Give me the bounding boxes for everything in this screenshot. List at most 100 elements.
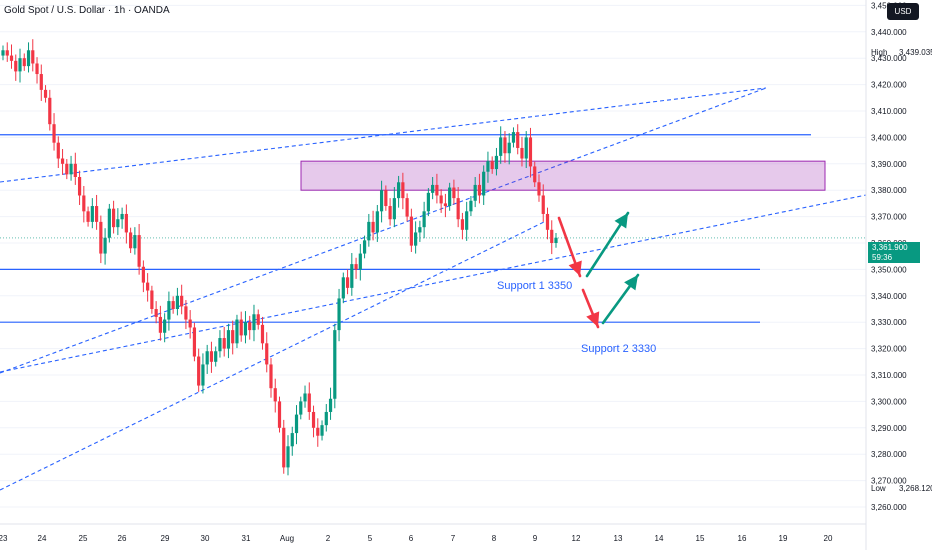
candle-body <box>171 301 175 309</box>
candle-body <box>516 132 520 148</box>
candle-body <box>129 232 133 249</box>
candle-body <box>435 184 439 196</box>
candle-body <box>180 295 184 307</box>
candle-body <box>226 330 231 349</box>
candle-body <box>43 89 48 98</box>
price-tick-label: 3,290.000 <box>871 424 907 433</box>
candle-body <box>82 195 86 212</box>
candle-body <box>273 388 277 402</box>
candle-body <box>252 314 256 331</box>
candle-body <box>77 177 82 196</box>
candle-body <box>277 401 282 428</box>
time-tick-label: 14 <box>655 534 664 543</box>
candle-body <box>307 393 311 412</box>
candle-body <box>26 50 31 67</box>
candle-body <box>511 132 516 143</box>
time-tick-label: 25 <box>79 534 88 543</box>
time-tick-label: 9 <box>533 534 538 543</box>
price-tick-label: 3,260.000 <box>871 503 907 512</box>
candle-body <box>541 195 545 214</box>
price-tick-label: 3,270.000 <box>871 477 907 486</box>
candle-body <box>358 253 362 270</box>
candle-body <box>503 137 507 154</box>
candle-body <box>231 330 235 344</box>
price-tick-label: 3,280.000 <box>871 450 907 459</box>
candle-body <box>465 211 469 230</box>
high-label: High <box>871 48 888 57</box>
candle-body <box>405 198 409 217</box>
time-axis[interactable]: 23 24 25 26 29 30 31 Aug 2 5 6 7 8 9 12 13 14 15 16 19 20 <box>0 534 833 543</box>
candle-body <box>371 221 375 233</box>
candle-body <box>107 208 111 238</box>
price-tick-label: 3,310.000 <box>871 371 907 380</box>
candle-body <box>550 229 554 243</box>
price-tick-label: 3,320.000 <box>871 345 907 354</box>
time-tick-label: 20 <box>824 534 833 543</box>
resistance-zone <box>300 160 826 191</box>
candle-body <box>320 425 324 436</box>
current-price-badge: 3,361.900 59:36 <box>868 242 920 263</box>
candle-body <box>52 124 56 143</box>
time-tick-label: 23 <box>0 534 8 543</box>
candle-body <box>269 364 273 389</box>
price-tick-label: 3,390.000 <box>871 160 907 169</box>
time-tick-label: 7 <box>451 534 456 543</box>
candle-body <box>482 171 486 196</box>
projection-arrows <box>557 211 640 329</box>
grid <box>0 4 866 508</box>
candle-body <box>477 184 482 196</box>
candle-body <box>401 182 405 199</box>
bar-countdown: 59:36 <box>872 253 893 262</box>
currency-button[interactable]: USD <box>887 3 919 20</box>
candle-body <box>209 351 214 362</box>
candle-body <box>418 227 422 233</box>
time-tick-label: 30 <box>201 534 210 543</box>
candle-body <box>431 184 435 193</box>
candle-body <box>22 58 26 67</box>
candle-body <box>222 338 226 349</box>
time-tick-label: 19 <box>779 534 788 543</box>
candle-body <box>197 356 201 386</box>
candle-body <box>14 60 18 72</box>
candle-body <box>545 213 550 230</box>
candle-body <box>379 190 384 212</box>
time-tick-label: 26 <box>118 534 127 543</box>
price-tick-label: 3,330.000 <box>871 318 907 327</box>
candle-body <box>48 97 52 125</box>
candle-body <box>141 266 145 283</box>
candle-body <box>443 203 447 207</box>
candle-body <box>409 216 413 246</box>
candle-body <box>507 142 511 154</box>
candle-body <box>422 211 426 228</box>
candle-body <box>218 338 222 352</box>
candle-body <box>9 55 14 61</box>
candle-body <box>235 319 239 344</box>
price-tick-label: 3,370.000 <box>871 213 907 222</box>
candle-body <box>439 195 443 204</box>
candle-body <box>367 221 371 241</box>
time-tick-label: 15 <box>696 534 705 543</box>
candle-body <box>345 277 350 288</box>
candle-body <box>282 427 286 468</box>
candle-body <box>243 322 248 336</box>
candle-body <box>265 343 269 365</box>
candle-body <box>158 316 162 333</box>
candle-body <box>499 137 503 156</box>
candle-body <box>86 211 90 222</box>
time-tick-label: 16 <box>738 534 747 543</box>
candle-body <box>65 163 69 175</box>
candle-body <box>490 161 494 170</box>
candle-body <box>460 219 465 230</box>
current-price-value: 3,361.900 <box>872 243 908 252</box>
time-tick-label: Aug <box>280 534 294 543</box>
time-tick-label: 5 <box>368 534 373 543</box>
candle-body <box>316 427 320 436</box>
candle-body <box>473 184 477 201</box>
candle-body <box>528 137 533 167</box>
candle-body <box>146 282 150 291</box>
candle-body <box>248 322 252 331</box>
candle-body <box>73 163 77 177</box>
candle-body <box>167 301 171 320</box>
time-tick-label: 8 <box>492 534 497 543</box>
